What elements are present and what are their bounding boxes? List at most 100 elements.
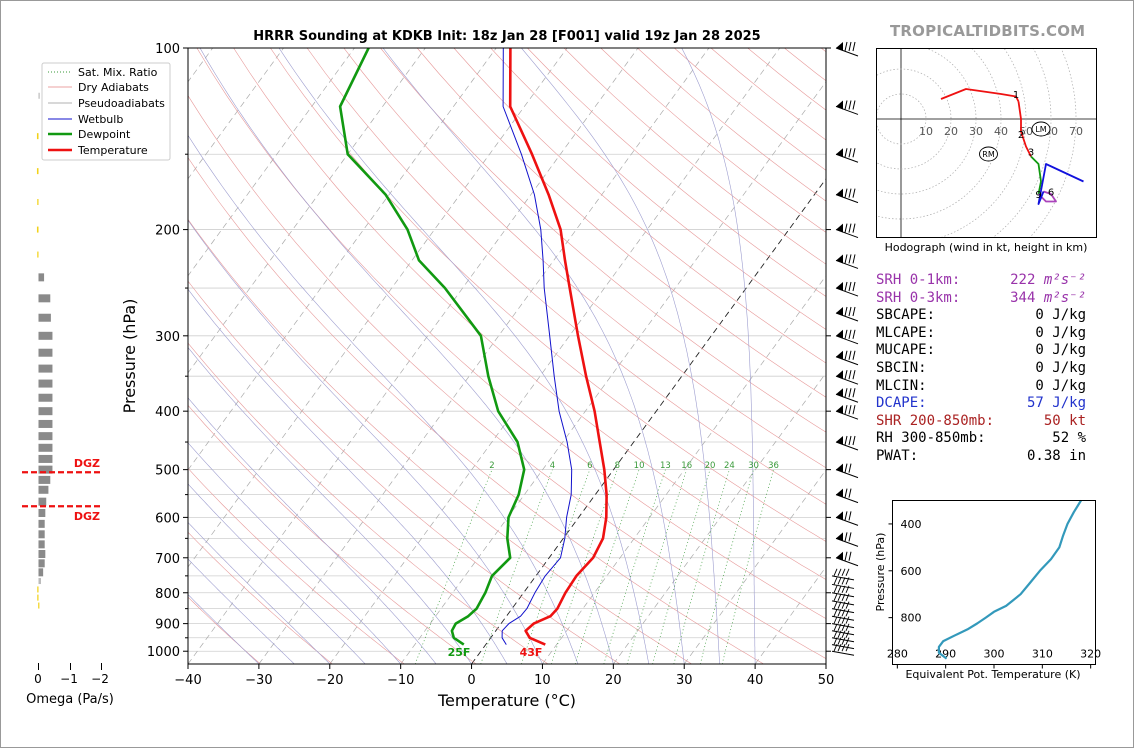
wind-barb <box>835 41 859 57</box>
legend-label: Dewpoint <box>78 128 131 141</box>
omega-bar <box>38 519 45 528</box>
x-tick-label: −10 <box>387 673 414 688</box>
wind-barb <box>835 100 859 115</box>
pseudoadiabat <box>188 594 260 664</box>
stat-value: 0 J/kg <box>1035 325 1086 343</box>
hodograph-trace <box>1017 101 1032 157</box>
stat-value: 52 % <box>1052 430 1086 448</box>
dry-adiabat <box>306 48 826 505</box>
stat-number: 52 <box>1052 430 1070 447</box>
stat-label: MLCAPE: <box>876 324 936 341</box>
wind-barb <box>835 388 859 403</box>
wind-barb <box>831 616 855 629</box>
wetbulb-profile <box>501 48 573 645</box>
storm-motion-marker <box>1031 121 1051 137</box>
pseudoadiabat <box>199 48 614 664</box>
wind-barb <box>835 532 859 547</box>
omega-bar <box>38 497 47 506</box>
stat-number: 0.38 <box>1026 447 1061 464</box>
omega-bar <box>37 251 39 258</box>
omega-bar <box>38 364 53 373</box>
omega-bar <box>38 393 53 402</box>
sounding-parameters: SRH 0-1km: 222 m²s⁻² SRH 0-3km: 344 m²s⁻² SB… <box>876 272 1106 466</box>
wind-barb <box>835 405 859 420</box>
omega-tick-label: 0 <box>34 672 42 686</box>
stat-row: MUCAPE: 0 J/kg <box>876 342 1106 360</box>
stat-number: 222 <box>1010 272 1036 288</box>
wind-barb <box>835 148 859 163</box>
stat-value: 344 m²s⁻² <box>1010 290 1086 308</box>
omega-bar <box>38 465 53 474</box>
omega-bar <box>38 294 51 303</box>
hodograph-height-label: 3 <box>1028 148 1034 159</box>
pseudoadiabat <box>188 346 472 664</box>
omega-bar <box>38 443 53 452</box>
y-tick-label: 1000 <box>147 645 180 660</box>
wind-barb <box>835 329 859 345</box>
omega-bar <box>38 313 51 322</box>
x-tick-label: −20 <box>316 673 343 688</box>
stat-row: SBCIN: 0 J/kg <box>876 360 1106 378</box>
stat-label: SHR 200-850mb: <box>876 412 995 429</box>
omega-bar <box>38 432 53 441</box>
isotherm <box>188 48 639 664</box>
theta-e-x-tick-label: 290 <box>935 648 956 661</box>
plot-frame <box>187 47 827 665</box>
mixing-ratio-line <box>721 469 774 664</box>
mixing-ratio-label: 10 <box>634 461 645 471</box>
wind-barb <box>831 623 855 636</box>
hodograph-trace <box>1037 190 1057 203</box>
hodograph-ring-label: 40 <box>994 125 1008 138</box>
hodograph-height-label: 9 <box>1035 190 1041 201</box>
omega-bar <box>36 226 39 233</box>
x-tick-label: −30 <box>245 673 272 688</box>
hodograph-ring <box>876 93 927 145</box>
stat-row: SHR 200-850mb: 50 kt <box>876 413 1106 431</box>
hodograph-ring <box>941 48 1027 237</box>
wind-barb <box>835 188 859 204</box>
stat-row: MLCIN: 0 J/kg <box>876 378 1106 396</box>
legend-label: Temperature <box>77 144 148 157</box>
y-tick-label: 400 <box>155 405 180 420</box>
stat-value: 0 J/kg <box>1035 378 1086 396</box>
dry-adiabat <box>188 95 826 659</box>
x-tick-label: 30 <box>676 673 693 688</box>
stat-value: 0 J/kg <box>1035 360 1086 378</box>
stat-unit: kt <box>1069 412 1086 429</box>
pseudoadiabat <box>521 48 720 664</box>
dry-adiabat <box>233 48 826 580</box>
y-tick-label: 900 <box>155 618 180 633</box>
wind-barb <box>835 463 859 479</box>
omega-bar <box>38 331 53 340</box>
wind-barb <box>835 306 859 322</box>
mixing-ratio-line <box>699 469 754 664</box>
dry-adiabat <box>188 157 764 664</box>
stat-row: MLCAPE: 0 J/kg <box>876 325 1106 343</box>
stat-label: SRH 0-3km: <box>876 289 961 306</box>
stat-unit: J/kg <box>1052 342 1086 359</box>
legend: Sat. Mix. Ratio Dry Adiabats Pseudoadiab… <box>41 62 171 161</box>
stat-number: 0 <box>1035 342 1044 359</box>
mixing-ratio-label: 8 <box>615 461 620 471</box>
stat-value: 50 kt <box>1044 413 1086 431</box>
omega-bar <box>36 133 39 140</box>
y-tick-label: 300 <box>155 330 180 345</box>
isotherm <box>329 48 781 664</box>
dewpoint-profile <box>338 48 526 646</box>
dgz-label: DGZ <box>74 457 100 470</box>
stat-unit: % <box>1077 430 1086 447</box>
wind-barb <box>831 568 855 581</box>
stat-label: SBCIN: <box>876 359 927 376</box>
isotherm <box>188 48 426 374</box>
isotherm <box>188 48 284 180</box>
stat-unit: J/kg <box>1052 324 1086 341</box>
stat-label: PWAT: <box>876 447 919 464</box>
dry-adiabat <box>380 48 826 433</box>
omega-bar <box>38 568 44 577</box>
omega-tick-label: −2 <box>91 672 109 686</box>
hodograph-ring <box>1029 48 1077 237</box>
legend-label: Dry Adiabats <box>78 81 149 94</box>
mixing-ratio-label: 2 <box>489 461 494 471</box>
wind-barb <box>831 644 855 656</box>
